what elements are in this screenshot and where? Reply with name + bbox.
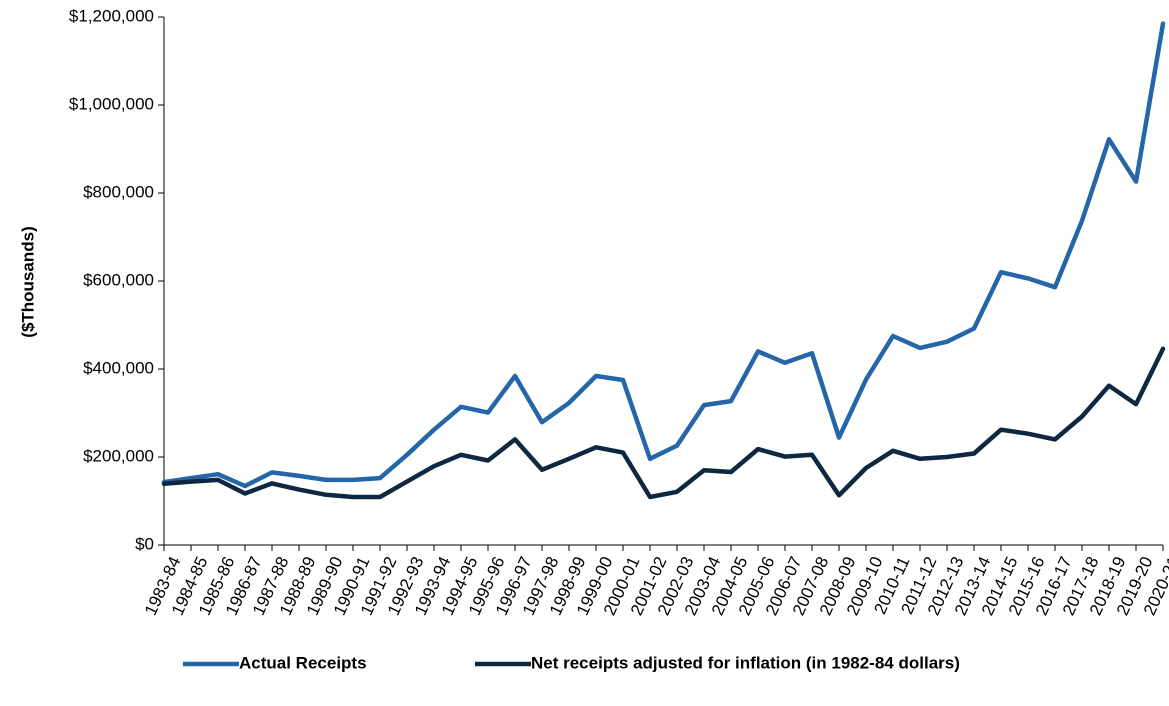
y-tick-label: $1,000,000 <box>69 94 154 113</box>
legend-label-2: Net receipts adjusted for inflation (in … <box>531 653 960 672</box>
y-tick-label: $400,000 <box>83 358 154 377</box>
series-line-2 <box>161 346 1166 500</box>
series-line-1 <box>161 21 1166 489</box>
plot-area <box>161 21 1166 500</box>
y-tick-label: $600,000 <box>83 270 154 289</box>
y-tick-label: $800,000 <box>83 182 154 201</box>
legend-label-1: Actual Receipts <box>239 653 367 672</box>
y-axis: $0 $200,000 $400,000 $600,000 $800,000 $1,000… <box>69 6 165 553</box>
y-tick-label: $200,000 <box>83 446 154 465</box>
x-axis: 1983-841984-851985-861986-871987-881988-… <box>141 544 1169 618</box>
y-tick-label: $0 <box>135 534 154 553</box>
y-tick-label: $1,200,000 <box>69 6 154 25</box>
y-axis-title: ($Thousands) <box>18 226 37 337</box>
legend: Actual Receipts Net receipts adjusted for… <box>183 653 960 672</box>
